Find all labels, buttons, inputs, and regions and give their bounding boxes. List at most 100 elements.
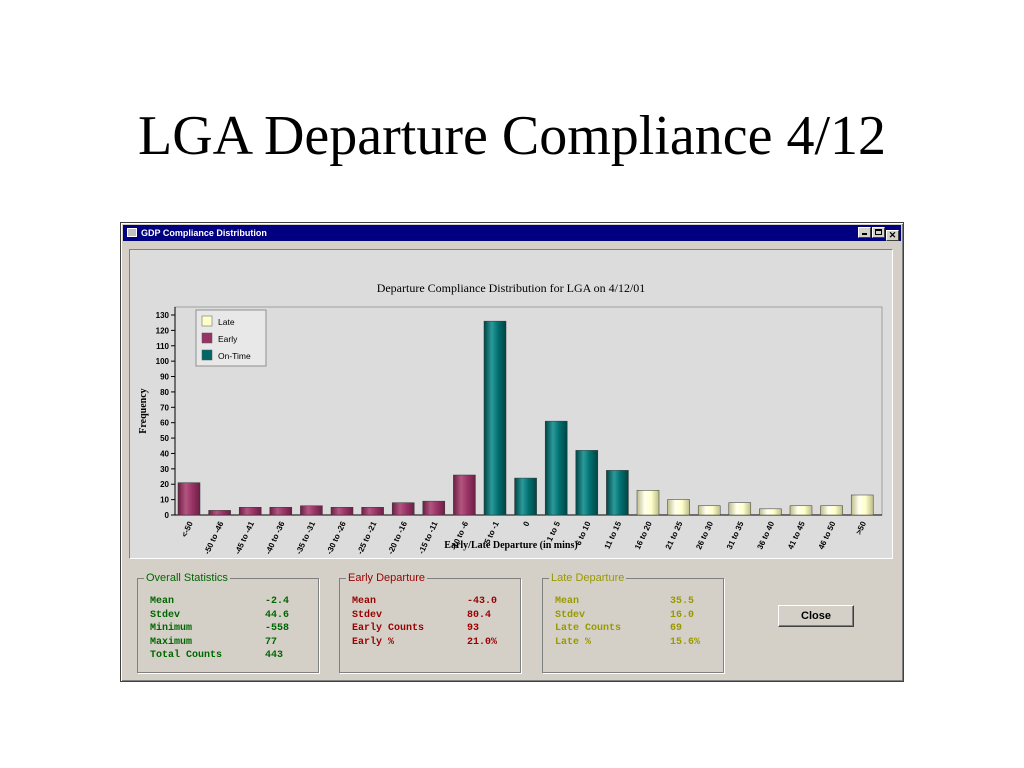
stat-value: 16.0 xyxy=(670,609,695,621)
stat-value: -2.4 xyxy=(265,596,290,607)
stat-label: Stdev xyxy=(150,609,181,621)
bar-early xyxy=(238,507,262,516)
stat-row: Late % 15.6% xyxy=(555,636,700,650)
y-tick-label: 60 xyxy=(160,419,169,428)
window-controls: ✕ xyxy=(857,227,899,243)
stat-value: 35.5 xyxy=(670,596,695,607)
bar-late xyxy=(697,505,721,516)
late-departure-group: Late Departure Mean 35.5 Stdev 16.0 Late Cou… xyxy=(542,570,724,673)
bar-late xyxy=(728,502,752,516)
bar-early xyxy=(361,507,384,516)
stat-value: 44.6 xyxy=(265,609,290,621)
x-tick-label: 21 to 25 xyxy=(664,520,685,551)
x-tick-label: <-50 xyxy=(180,520,195,539)
chart-panel: Departure Compliance Distribution for LG… xyxy=(129,249,893,559)
bar-early xyxy=(453,474,476,516)
stat-row: Stdev 80.4 xyxy=(352,609,497,623)
y-tick-label: 40 xyxy=(160,449,169,458)
x-tick-label: 46 to 50 xyxy=(817,520,838,551)
x-tick-label: 26 to 30 xyxy=(694,520,715,551)
y-tick-label: 0 xyxy=(165,511,170,520)
early-departure-statistics: Mean -43.0 Stdev 80.4 Early Counts 93 Early % 2… xyxy=(352,595,497,649)
legend-swatch xyxy=(201,349,213,361)
x-tick-label: -20 to -16 xyxy=(386,520,409,556)
bar-on-time xyxy=(483,320,507,516)
stat-row: Maximum 77 xyxy=(150,636,289,650)
bar-early xyxy=(269,507,293,516)
bar-late xyxy=(759,508,782,516)
stat-row: Mean -43.0 xyxy=(352,595,497,609)
stat-label: Minimum xyxy=(150,623,193,634)
late-departure-statistics: Mean 35.5 Stdev 16.0 Late Counts 69 Late % 15.6… xyxy=(555,595,700,649)
y-tick-label: 70 xyxy=(160,403,169,412)
legend-label: On-Time xyxy=(218,351,251,361)
overall-statistics-group: Overall Statistics Mean -2.4 Stdev 44.6 Mini… xyxy=(137,570,319,673)
bar-late xyxy=(850,494,874,516)
stat-label: Late % xyxy=(555,636,592,648)
x-tick-label: -25 to -21 xyxy=(355,520,378,556)
window-title: GDP Compliance Distribution xyxy=(141,228,267,238)
bar-on-time xyxy=(544,420,568,516)
legend-swatch xyxy=(201,332,213,344)
close-icon[interactable]: ✕ xyxy=(886,230,899,241)
x-tick-label: -15 to -11 xyxy=(417,520,440,556)
compliance-window: GDP Compliance Distribution ✕ Departure … xyxy=(120,222,904,682)
early-departure-title: Early Departure xyxy=(346,570,428,586)
bar-late xyxy=(636,490,660,516)
stat-value: 443 xyxy=(265,650,284,661)
stat-label: Early % xyxy=(352,636,395,648)
stat-label: Maximum xyxy=(150,636,193,648)
stat-row: Minimum -558 xyxy=(150,622,289,636)
slide-title: LGA Departure Compliance 4/12 xyxy=(137,105,886,167)
stat-value: 15.6% xyxy=(670,636,701,648)
y-tick-label: 100 xyxy=(156,357,170,366)
stat-label: Mean xyxy=(150,596,175,607)
legend-swatch xyxy=(201,315,213,327)
bar-early xyxy=(300,505,323,516)
bar-early xyxy=(422,500,446,516)
overall-statistics-title: Overall Statistics xyxy=(144,570,230,586)
y-tick-label: 130 xyxy=(156,311,170,320)
bar-early xyxy=(391,502,415,516)
stat-label: Stdev xyxy=(352,609,383,621)
stat-value: 69 xyxy=(670,623,683,634)
stat-value: 80.4 xyxy=(467,609,492,621)
app-icon[interactable] xyxy=(127,228,137,237)
x-tick-label: 16 to 20 xyxy=(633,520,654,551)
bar-late xyxy=(789,505,813,516)
stat-value: 93 xyxy=(467,623,480,634)
bar-on-time xyxy=(575,450,599,516)
legend-label: Late xyxy=(218,317,235,327)
x-tick-label: -30 to -26 xyxy=(325,520,348,556)
chart-title: Departure Compliance Distribution for LG… xyxy=(377,281,646,295)
stat-row: Late Counts 69 xyxy=(555,622,700,636)
stat-row: Stdev 16.0 xyxy=(555,609,700,623)
x-tick-label: 41 to 45 xyxy=(786,520,807,551)
y-axis-label: Frequency xyxy=(138,388,149,433)
x-tick-label: 11 to 15 xyxy=(603,520,624,551)
x-axis-label: Early/Late Departure (in mins) xyxy=(444,540,577,551)
y-tick-label: 80 xyxy=(160,388,169,397)
x-tick-label: -40 to -36 xyxy=(264,520,287,556)
stat-label: Total Counts xyxy=(150,650,223,661)
window-titlebar[interactable]: GDP Compliance Distribution ✕ xyxy=(123,225,901,241)
x-tick-label: -50 to -46 xyxy=(202,520,225,556)
y-tick-label: 110 xyxy=(156,342,169,351)
x-tick-label: 36 to 40 xyxy=(755,520,776,551)
stat-row: Mean -2.4 xyxy=(150,595,289,609)
x-tick-label: 31 to 35 xyxy=(725,520,746,551)
stat-row: Early Counts 93 xyxy=(352,622,497,636)
close-button[interactable]: Close xyxy=(778,605,854,627)
late-departure-title: Late Departure xyxy=(549,570,627,586)
stat-label: Stdev xyxy=(555,609,586,621)
y-tick-label: 50 xyxy=(160,434,169,443)
stat-row: Stdev 44.6 xyxy=(150,609,289,623)
overall-statistics: Mean -2.4 Stdev 44.6 Minimum -558 Maximum 77 Tot… xyxy=(150,595,289,663)
x-tick-label: -45 to -41 xyxy=(233,520,256,556)
bar-early xyxy=(177,482,201,516)
stat-row: Total Counts 443 xyxy=(150,649,289,663)
legend-label: Early xyxy=(218,334,238,344)
maximize-icon[interactable] xyxy=(872,227,885,238)
bar-on-time xyxy=(606,470,629,516)
minimize-icon[interactable] xyxy=(858,227,871,238)
